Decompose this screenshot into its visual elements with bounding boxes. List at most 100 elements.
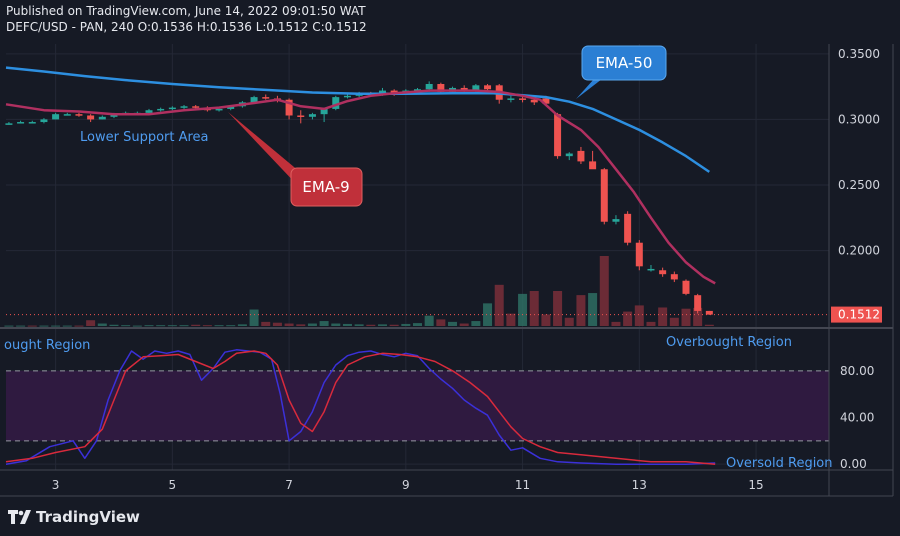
candle-body bbox=[577, 150, 585, 162]
volume-bar bbox=[74, 325, 84, 327]
volume-bar bbox=[121, 325, 131, 327]
overbought-label: Overbought Region bbox=[666, 335, 792, 350]
candle-body bbox=[87, 115, 95, 120]
lower-support-label: Lower Support Area bbox=[80, 130, 209, 145]
candle-body bbox=[192, 106, 200, 108]
volume-bar bbox=[109, 324, 119, 326]
volume-bar bbox=[284, 323, 294, 326]
axes: 0.3500 0.3000 0.2500 0.2000 0.1512 3 5 7 9 11 13 15… bbox=[0, 44, 894, 497]
candle-body bbox=[612, 219, 620, 222]
volume-bar bbox=[202, 325, 212, 327]
volume-bar bbox=[51, 325, 61, 327]
candle-body bbox=[308, 114, 316, 117]
candle-body bbox=[682, 280, 690, 294]
volume-bar bbox=[354, 324, 364, 326]
candle-body bbox=[157, 108, 165, 111]
volume-bar bbox=[704, 324, 714, 326]
volume-bar bbox=[506, 313, 516, 326]
last-price-label: 0.1512 bbox=[838, 308, 880, 322]
volume-bar bbox=[401, 323, 411, 326]
brand-name: TradingView bbox=[36, 508, 140, 526]
candle-body bbox=[600, 169, 608, 222]
candle-body bbox=[98, 116, 106, 120]
published-line: Published on TradingView.com, June 14, 2… bbox=[6, 4, 366, 18]
volume-bar bbox=[296, 324, 306, 326]
volume-bar bbox=[39, 325, 49, 327]
ema9-callout-box bbox=[290, 167, 363, 207]
volume-bar bbox=[249, 309, 259, 326]
volume-bar bbox=[459, 323, 469, 326]
volume-bar bbox=[226, 325, 236, 327]
candle-body bbox=[472, 85, 480, 91]
volume-bar bbox=[553, 291, 563, 326]
volume-bar bbox=[342, 323, 352, 326]
volume-bar bbox=[634, 305, 644, 326]
candle-body bbox=[297, 115, 305, 117]
candle-body bbox=[519, 98, 527, 100]
volume-bar bbox=[214, 325, 224, 327]
candle-body bbox=[110, 114, 118, 117]
candle-body bbox=[530, 99, 538, 103]
candle-body bbox=[647, 268, 655, 271]
time-tick-label: 15 bbox=[748, 478, 763, 492]
volume-bar bbox=[611, 321, 621, 326]
candle-body bbox=[40, 119, 48, 123]
volume-bar bbox=[331, 323, 341, 326]
ema9-line bbox=[5, 89, 716, 285]
volume-bar bbox=[97, 323, 107, 326]
candle-body bbox=[437, 84, 445, 92]
price-pane bbox=[5, 66, 829, 316]
candle-body bbox=[28, 122, 36, 124]
volume-bar bbox=[518, 293, 528, 326]
volume-bar bbox=[413, 323, 422, 326]
candle-body bbox=[63, 114, 71, 116]
candle-body bbox=[5, 123, 13, 125]
volume-bar bbox=[319, 321, 329, 326]
price-tick-label: 0.2000 bbox=[838, 244, 880, 258]
volume-bar bbox=[237, 324, 247, 326]
candle-body bbox=[414, 89, 421, 91]
candle-body bbox=[320, 108, 328, 115]
volume-bar bbox=[541, 314, 551, 326]
volume-bar bbox=[693, 307, 703, 326]
volume-bar bbox=[588, 293, 598, 326]
tradingview-brand[interactable]: TradingView bbox=[8, 508, 140, 526]
volume-bar bbox=[658, 307, 668, 326]
candle-body bbox=[659, 270, 667, 275]
symbol-ohlc-line: DEFC/USD - PAN, 240 O:0.1536 H:0.1536 L:… bbox=[6, 20, 367, 34]
volume-bar bbox=[576, 295, 586, 326]
volume-bar bbox=[471, 321, 481, 326]
volume-bar bbox=[86, 320, 96, 326]
time-tick-label: 11 bbox=[515, 478, 530, 492]
price-tick-label: 0.3000 bbox=[838, 112, 880, 126]
candle-body bbox=[180, 106, 188, 108]
candle-body bbox=[250, 97, 258, 103]
candle-body bbox=[670, 274, 678, 280]
candle-body bbox=[145, 110, 153, 113]
volume-bar bbox=[191, 324, 201, 326]
candle-body bbox=[507, 98, 515, 100]
ema50-line bbox=[5, 66, 711, 173]
volume-bar bbox=[681, 308, 691, 326]
ema9-callout-text: EMA-9 bbox=[302, 178, 349, 196]
ema50-callout-box bbox=[581, 45, 667, 81]
volume-bar bbox=[483, 303, 493, 326]
ema50-callout-pointer bbox=[576, 79, 602, 99]
time-tick-label: 5 bbox=[169, 478, 177, 492]
volume-bar bbox=[179, 325, 189, 327]
candle-body bbox=[425, 84, 433, 90]
volume-bar bbox=[599, 256, 609, 326]
candle-body bbox=[262, 97, 270, 99]
candle-body bbox=[52, 114, 60, 120]
candle-body bbox=[484, 85, 492, 90]
volume-bar bbox=[424, 315, 434, 326]
candle-body bbox=[554, 114, 562, 157]
volume-bar bbox=[132, 325, 142, 327]
price-tick-label: 0.2500 bbox=[838, 178, 880, 192]
annotations: ought Region Overbought Region Oversold Re… bbox=[4, 45, 833, 471]
candle-body bbox=[565, 153, 573, 157]
candle-body bbox=[168, 107, 176, 110]
volume-bar bbox=[4, 325, 14, 327]
time-tick-label: 3 bbox=[52, 478, 60, 492]
stoch-band bbox=[6, 370, 829, 441]
